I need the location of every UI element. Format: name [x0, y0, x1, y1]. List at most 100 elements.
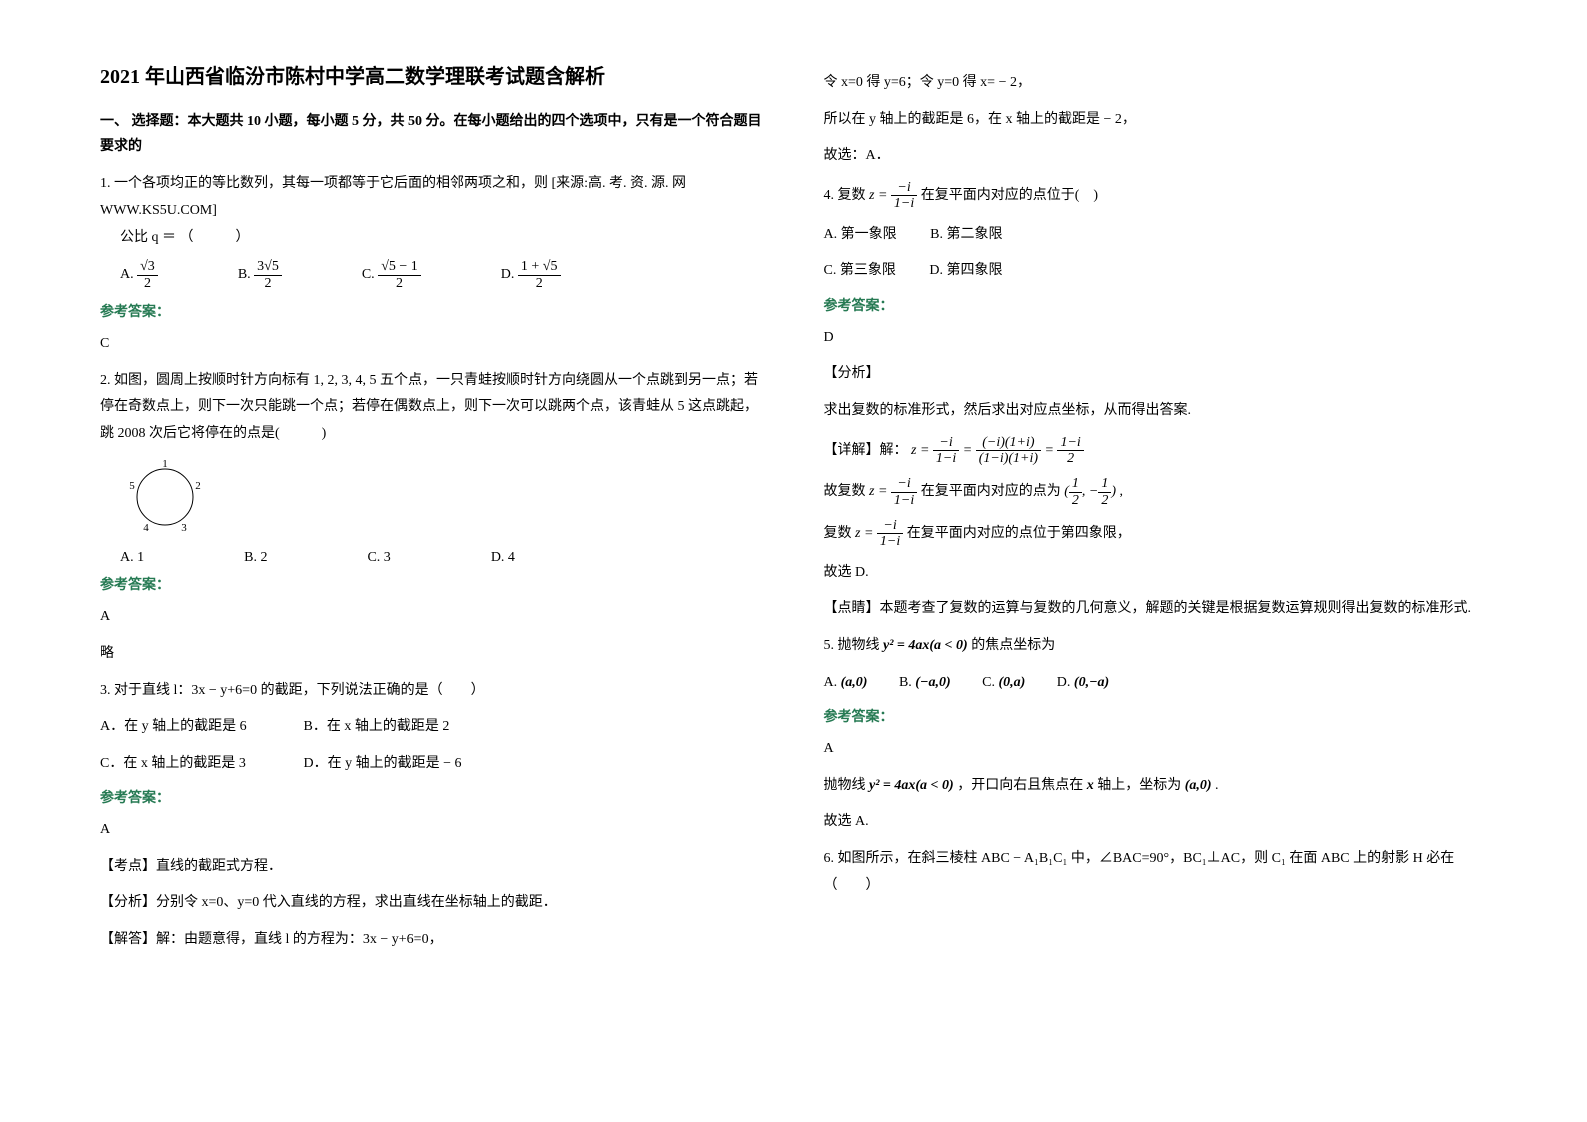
q4-stem-post: 在复平面内对应的点位于( ) — [921, 188, 1098, 203]
den: 1−i — [933, 451, 959, 466]
den: 2 — [1057, 451, 1083, 466]
pre: 复数 — [824, 526, 856, 541]
q1-opt-b: B. 3√52 — [238, 259, 282, 291]
q1-answer: C — [100, 331, 764, 358]
q3-opt-c: C．在 x 轴上的截距是 3 — [100, 751, 300, 778]
q4-exp4: 故复数 z = −i1−i 在复平面内对应的点为 (12, −12) , — [824, 476, 1488, 508]
q5-exp2: 故选 A. — [824, 809, 1488, 836]
q3-opt-b: B．在 x 轴上的截距是 2 — [304, 719, 450, 734]
frac: z = −i1−i — [869, 484, 917, 499]
diagram-label-3: 3 — [181, 522, 187, 534]
q5-answer: A — [824, 736, 1488, 763]
num: 1−i — [1057, 435, 1083, 451]
num: 1 + √5 — [518, 259, 561, 275]
q2-opt-a: A. 1 — [120, 550, 144, 566]
q1-opt-a: A. √32 — [120, 259, 158, 291]
lhs: z = — [855, 526, 873, 541]
q2-answer: A — [100, 604, 764, 631]
question-4: 4. 复数 z = −i1−i 在复平面内对应的点位于( ) — [824, 180, 1488, 212]
answer-label: 参考答案： — [100, 787, 764, 807]
q2-note: 略 — [100, 641, 764, 668]
answer-label: 参考答案： — [100, 301, 764, 321]
num: −i — [933, 435, 959, 451]
den: 1−i — [891, 493, 917, 508]
page-title: 2021 年山西省临汾市陈村中学高二数学理联考试题含解析 — [100, 60, 764, 89]
num: (−i)(1+i) — [976, 435, 1041, 451]
q5-opt-a: A. (a,0) — [824, 675, 868, 690]
diagram-label-5: 5 — [129, 480, 135, 492]
lhs: z = — [911, 443, 929, 458]
answer-label: 参考答案： — [100, 574, 764, 594]
den: 2 — [137, 276, 158, 291]
q4-exp6: 故选 D. — [824, 560, 1488, 587]
post: , — [1120, 484, 1124, 499]
question-2: 2. 如图，圆周上按顺时针方向标有 1, 2, 3, 4, 5 五个点，一只青蛙… — [100, 368, 764, 448]
q4-stem-pre: 4. 复数 — [824, 188, 870, 203]
mid: 在复平面内对应的点为 — [921, 484, 1065, 499]
den: 2 — [1069, 493, 1082, 508]
num: 3√5 — [254, 259, 282, 275]
q4-exp7: 【点睛】本题考查了复数的运算与复数的几何意义，解题的关键是根据复数运算规则得出复… — [824, 596, 1488, 623]
q4-opt-b: B. 第二象限 — [930, 227, 1002, 242]
mid: ，开口向右且焦点在 — [957, 778, 1087, 793]
q3-answer: A — [100, 817, 764, 844]
q5-opt-d: D. (0,−a) — [1057, 675, 1109, 690]
diagram-label-1: 1 — [162, 458, 168, 470]
q3-options-row1: A．在 y 轴上的截距是 6 B．在 x 轴上的截距是 2 — [100, 714, 764, 741]
q4-opt-a: A. 第一象限 — [824, 227, 897, 242]
q5-opt-b: B. (−a,0) — [899, 675, 951, 690]
den: 1−i — [891, 196, 917, 211]
eq: y² = 4ax(a < 0) — [869, 778, 954, 793]
q2-opt-b: B. 2 — [244, 550, 267, 566]
pt: (a,0) — [1185, 778, 1212, 793]
num: 1 — [1098, 476, 1111, 492]
diagram-label-2: 2 — [195, 480, 201, 492]
post: 在复平面内对应的点位于第四象限， — [907, 526, 1131, 541]
q1-options: A. √32 B. 3√52 C. √5 − 12 D. 1 + √52 — [120, 259, 764, 291]
answer-label: 参考答案： — [824, 295, 1488, 315]
q4-frac: z = −i1−i — [869, 188, 917, 203]
q4-opt-c: C. 第三象限 — [824, 263, 896, 278]
pre: 抛物线 — [824, 778, 870, 793]
q5-opt-c: C. (0,a) — [982, 675, 1025, 690]
den: (1−i)(1+i) — [976, 451, 1041, 466]
q2-diagram: 1 2 3 4 5 — [120, 457, 764, 542]
eq: y² = 4ax(a < 0) — [883, 638, 968, 653]
section-1-header: 一、 选择题：本大题共 10 小题，每小题 5 分，共 50 分。在每小题给出的… — [100, 109, 764, 159]
q3-options-row2: C．在 x 轴上的截距是 3 D．在 y 轴上的截距是 − 6 — [100, 751, 764, 778]
lhs: z = — [869, 484, 887, 499]
q2-options: A. 1 B. 2 C. 3 D. 4 — [120, 550, 764, 566]
q4-exp3-pre: 【详解】解： — [824, 443, 908, 458]
q5-options: A. (a,0) B. (−a,0) C. (0,a) D. (0,−a) — [824, 670, 1488, 697]
num: −i — [891, 476, 917, 492]
post: . — [1215, 778, 1219, 793]
opt-label: C. — [362, 267, 375, 282]
q1-opt-c: C. √5 − 12 — [362, 259, 421, 291]
point: (12, −12) — [1064, 484, 1116, 499]
question-5: 5. 抛物线 y² = 4ax(a < 0) 的焦点坐标为 — [824, 633, 1488, 660]
q4-exp3-math: z = −i1−i = (−i)(1+i)(1−i)(1+i) = 1−i2 — [911, 443, 1084, 458]
q1-opt-d: D. 1 + √52 — [501, 259, 561, 291]
question-6: 6. 如图所示，在斜三棱柱 ABC − A₁B₁C₁ 中，∠BAC=90°，BC… — [824, 846, 1488, 899]
q4-exp1: 【分析】 — [824, 361, 1488, 388]
val: (a,0) — [841, 675, 868, 690]
q4-options-row1: A. 第一象限 B. 第二象限 — [824, 222, 1488, 249]
den: 2 — [1098, 493, 1111, 508]
q4-answer: D — [824, 325, 1488, 352]
val: (0,a) — [998, 675, 1025, 690]
q3-exp6: 故选：A． — [824, 143, 1488, 170]
q3-exp1: 【考点】直线的截距式方程． — [100, 854, 764, 881]
q3-opt-d: D．在 y 轴上的截距是 − 6 — [304, 756, 462, 771]
num: −i — [891, 180, 917, 196]
opt-label: B. — [238, 267, 251, 282]
num: √3 — [137, 259, 158, 275]
question-3: 3. 对于直线 l：3x − y+6=0 的截距，下列说法正确的是（ ） — [100, 678, 764, 705]
pre: 5. 抛物线 — [824, 638, 884, 653]
post: 的焦点坐标为 — [971, 638, 1055, 653]
mid2: 轴上，坐标为 — [1097, 778, 1185, 793]
answer-label: 参考答案： — [824, 706, 1488, 726]
x: x — [1087, 778, 1094, 793]
q1-stem: 1. 一个各项均正的等比数列，其每一项都等于它后面的相邻两项之和，则 [来源:高… — [100, 171, 764, 224]
frac: z = −i1−i — [855, 526, 903, 541]
opt-label: A. — [120, 267, 134, 282]
